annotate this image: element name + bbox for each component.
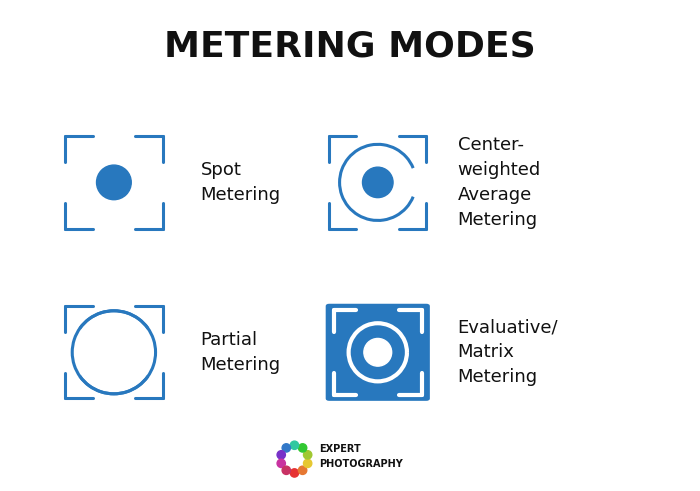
Text: PHOTOGRAPHY: PHOTOGRAPHY [318, 459, 402, 469]
Ellipse shape [304, 459, 312, 467]
Text: Partial
Metering: Partial Metering [201, 331, 281, 374]
Ellipse shape [277, 451, 286, 459]
FancyBboxPatch shape [326, 304, 430, 401]
Text: METERING MODES: METERING MODES [164, 29, 536, 63]
Ellipse shape [298, 444, 307, 452]
Ellipse shape [290, 469, 299, 477]
Ellipse shape [304, 451, 312, 459]
Ellipse shape [282, 444, 290, 452]
Ellipse shape [277, 459, 286, 467]
Text: Center-
weighted
Average
Metering: Center- weighted Average Metering [458, 136, 541, 229]
Text: Spot
Metering: Spot Metering [201, 161, 281, 204]
Text: Evaluative/
Matrix
Metering: Evaluative/ Matrix Metering [458, 318, 559, 386]
Ellipse shape [282, 466, 290, 474]
Ellipse shape [290, 441, 299, 449]
Ellipse shape [363, 167, 393, 197]
Text: EXPERT: EXPERT [318, 444, 360, 454]
Ellipse shape [298, 466, 307, 474]
Ellipse shape [364, 338, 392, 366]
Ellipse shape [97, 165, 132, 200]
